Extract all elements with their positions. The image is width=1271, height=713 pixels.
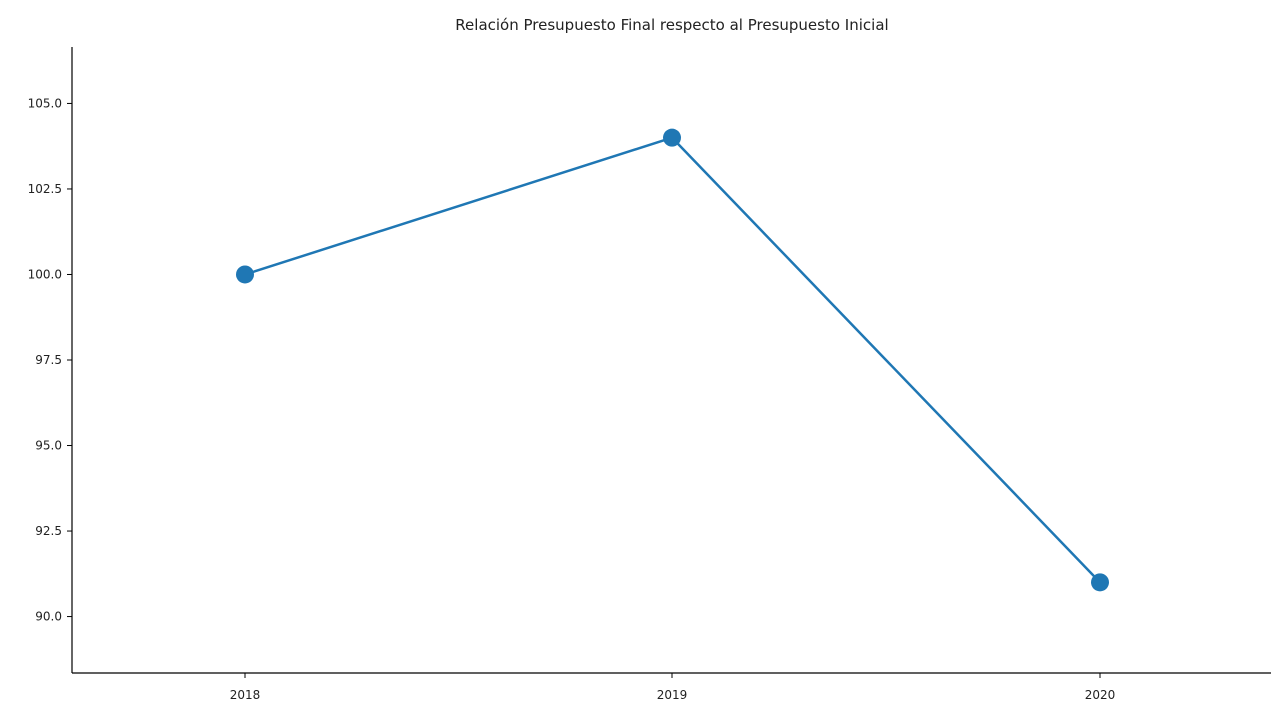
y-tick-label-95.0: 95.0	[35, 439, 62, 453]
y-tick-label-100.0: 100.0	[28, 267, 62, 281]
data-point-2019	[663, 128, 681, 147]
chart-title: Relación Presupuesto Final respecto al P…	[455, 16, 888, 34]
y-tick-label-97.5: 97.5	[35, 353, 62, 367]
data-point-2020	[1091, 573, 1109, 592]
x-tick-label-2019: 2019	[657, 688, 688, 702]
data-point-2018	[236, 265, 254, 284]
y-tick-label-102.5: 102.5	[28, 182, 62, 196]
plot-background	[72, 47, 1271, 673]
chart-axes: 90.0 92.5 95.0 97.5 100.0 102.5 105.0 2018 2019 2…	[28, 47, 1271, 702]
y-tick-label-105.0: 105.0	[28, 96, 62, 110]
y-tick-label-92.5: 92.5	[35, 524, 62, 538]
chart-marks	[236, 128, 1109, 592]
y-tick-label-90.0: 90.0	[35, 610, 62, 624]
x-tick-label-2020: 2020	[1085, 688, 1116, 702]
x-tick-label-2018: 2018	[230, 688, 261, 702]
